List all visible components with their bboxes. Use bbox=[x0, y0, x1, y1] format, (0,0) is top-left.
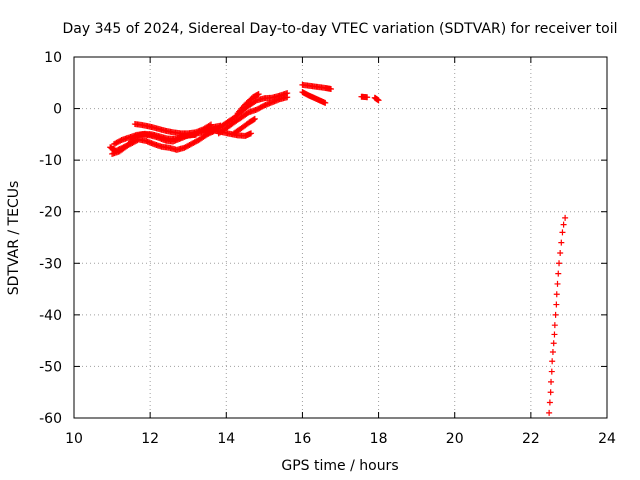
y-axis-title: SDTVAR / TECUs bbox=[6, 181, 22, 296]
data-point bbox=[551, 322, 558, 329]
data-point bbox=[560, 221, 567, 228]
data-point bbox=[556, 260, 563, 267]
chart-title: Day 345 of 2024, Sidereal Day-to-day VTE… bbox=[62, 21, 617, 37]
data-point bbox=[555, 270, 562, 277]
data-point bbox=[552, 311, 559, 318]
data-point bbox=[364, 94, 371, 101]
data-point bbox=[248, 130, 255, 137]
data-point bbox=[548, 368, 555, 375]
x-tick-labels: 10 12 14 16 18 20 22 24 bbox=[65, 431, 616, 447]
data-point bbox=[546, 409, 553, 416]
x-tick-label: 24 bbox=[598, 431, 616, 447]
data-point bbox=[548, 378, 555, 385]
y-tick-label: -30 bbox=[39, 256, 62, 272]
x-tick-label: 20 bbox=[446, 431, 464, 447]
x-tick-label: 16 bbox=[294, 431, 312, 447]
axis-ticks bbox=[73, 56, 608, 419]
x-tick-label: 14 bbox=[217, 431, 235, 447]
data-point bbox=[551, 331, 558, 338]
y-tick-label: -50 bbox=[39, 359, 62, 375]
x-tick-label: 22 bbox=[522, 431, 540, 447]
data-point bbox=[557, 249, 564, 256]
y-tick-label: -20 bbox=[39, 205, 62, 221]
y-tick-label: -40 bbox=[39, 308, 62, 324]
data-point bbox=[550, 340, 557, 347]
data-point bbox=[559, 229, 566, 236]
data-point bbox=[284, 94, 291, 101]
grid bbox=[74, 57, 607, 418]
data-point bbox=[375, 97, 382, 104]
y-tick-label: 0 bbox=[53, 102, 62, 118]
data-point bbox=[549, 358, 556, 365]
y-tick-label: 10 bbox=[44, 50, 62, 66]
data-point bbox=[558, 239, 565, 246]
y-tick-label: -10 bbox=[39, 153, 62, 169]
plot-frame bbox=[73, 56, 608, 419]
data-point bbox=[251, 115, 258, 122]
data-point bbox=[206, 122, 213, 129]
data-point bbox=[322, 99, 329, 106]
data-point bbox=[255, 91, 262, 98]
data-point bbox=[547, 389, 554, 396]
data-point bbox=[553, 301, 560, 308]
x-tick-label: 10 bbox=[65, 431, 83, 447]
data-point bbox=[250, 116, 257, 123]
data-point bbox=[208, 121, 215, 128]
data-point bbox=[546, 399, 553, 406]
x-tick-label: 12 bbox=[141, 431, 159, 447]
data-points bbox=[107, 81, 569, 416]
x-axis-title: GPS time / hours bbox=[281, 458, 398, 474]
data-point bbox=[562, 214, 569, 221]
data-point bbox=[327, 85, 334, 92]
data-point bbox=[554, 280, 561, 287]
data-point bbox=[549, 348, 556, 355]
y-tick-labels: 10 0 -10 -20 -30 -40 -50 -60 bbox=[39, 50, 62, 427]
data-point bbox=[553, 291, 560, 298]
x-tick-label: 18 bbox=[370, 431, 388, 447]
y-tick-label: -60 bbox=[39, 411, 62, 427]
